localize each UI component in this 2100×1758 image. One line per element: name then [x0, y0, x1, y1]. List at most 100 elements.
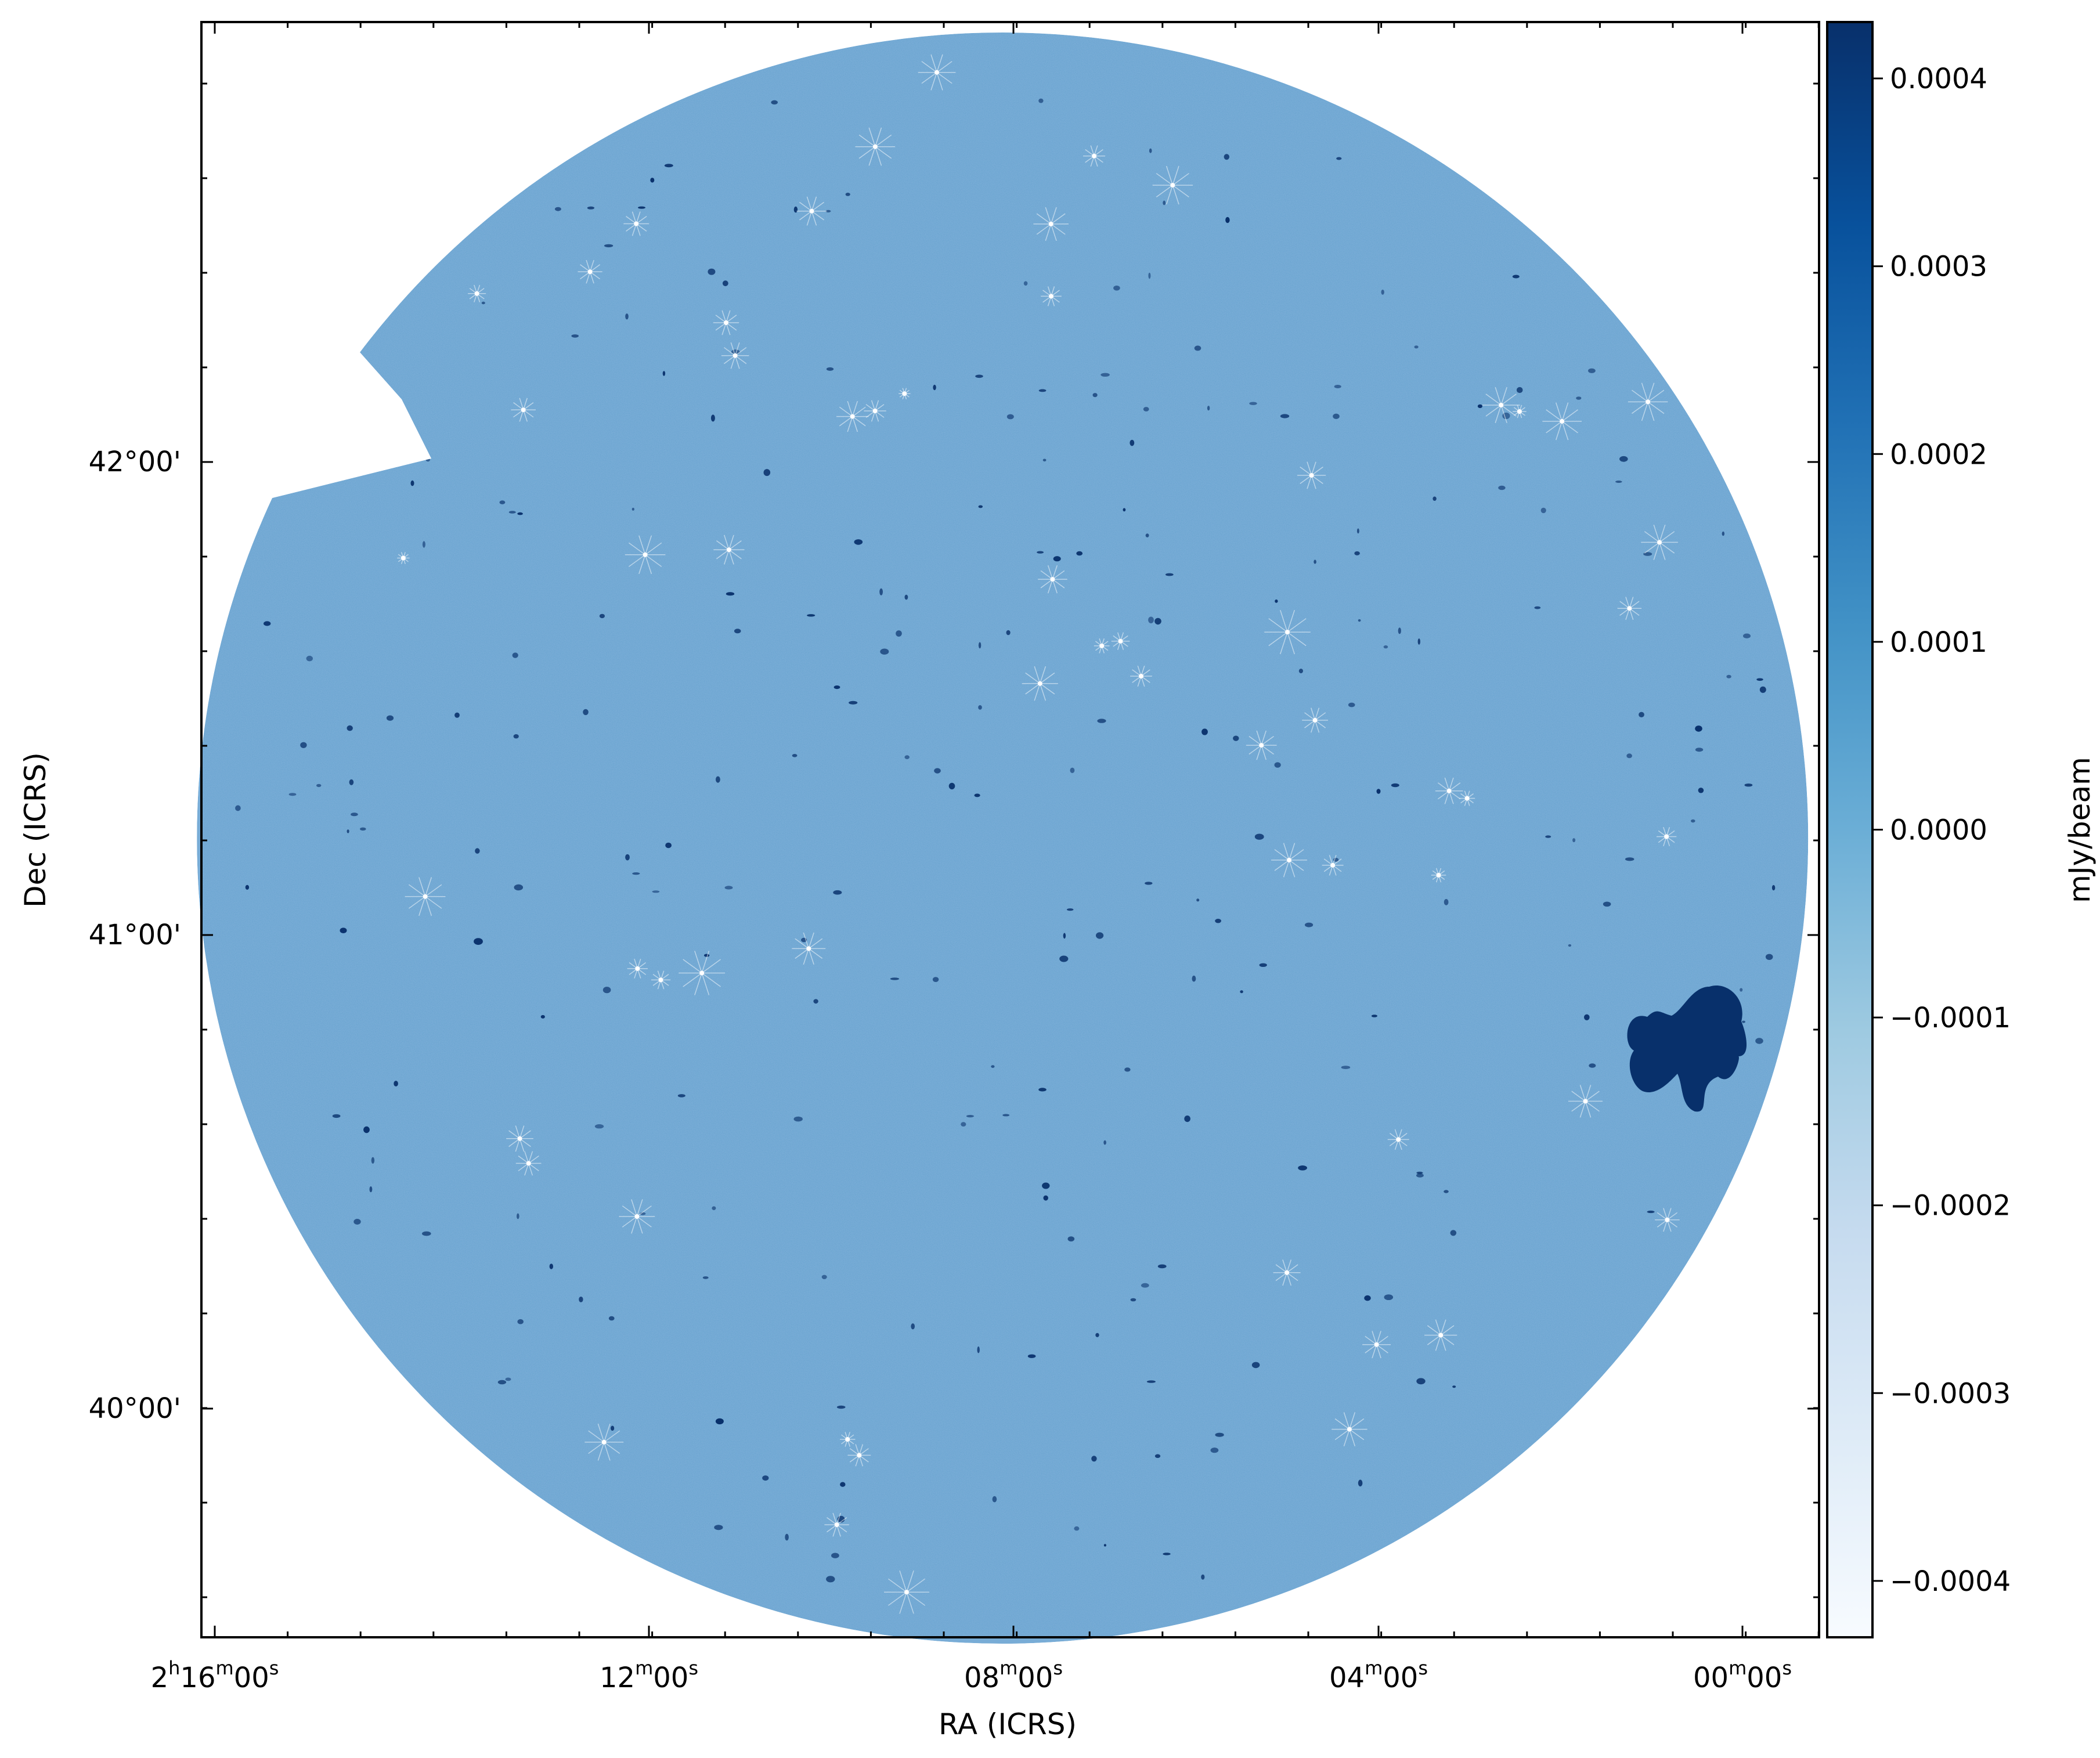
- y-axis-label: Dec (ICRS): [19, 752, 52, 908]
- faint-source: [1498, 485, 1506, 490]
- faint-source: [1744, 784, 1753, 787]
- faint-source: [1358, 619, 1361, 622]
- point-source: [1459, 790, 1475, 806]
- faint-source: [599, 613, 605, 619]
- faint-source: [1643, 552, 1652, 556]
- faint-source: [849, 701, 858, 705]
- faint-source: [1130, 439, 1135, 446]
- faint-source: [677, 1094, 685, 1098]
- point-source: [506, 1125, 533, 1152]
- faint-source: [934, 768, 941, 774]
- faint-source: [1726, 674, 1731, 678]
- faint-source: [394, 1081, 398, 1086]
- faint-source: [1619, 456, 1628, 462]
- faint-source: [933, 384, 936, 391]
- faint-source: [1233, 735, 1239, 741]
- faint-source: [1196, 898, 1200, 902]
- faint-source: [1192, 975, 1196, 982]
- point-source: [405, 877, 446, 916]
- faint-source: [833, 890, 842, 895]
- faint-source: [1194, 345, 1201, 351]
- faint-source: [1416, 1378, 1426, 1385]
- faint-source: [604, 244, 614, 248]
- faint-source: [1059, 955, 1069, 962]
- point-source: [651, 970, 671, 990]
- faint-source: [1698, 788, 1704, 793]
- faint-source: [1249, 402, 1257, 405]
- faint-source: [836, 1405, 846, 1409]
- faint-source: [475, 848, 480, 854]
- faint-source: [1002, 1114, 1010, 1117]
- faint-source: [1215, 919, 1222, 923]
- faint-source: [1417, 638, 1420, 645]
- faint-source: [911, 1323, 915, 1330]
- faint-source: [1130, 1298, 1136, 1302]
- faint-source: [826, 1576, 835, 1583]
- faint-source: [1063, 933, 1066, 939]
- point-source: [899, 388, 911, 400]
- faint-source: [1201, 1574, 1205, 1580]
- faint-source: [991, 1065, 995, 1068]
- faint-source: [371, 1157, 375, 1164]
- faint-source: [1123, 508, 1126, 512]
- faint-source: [1146, 1380, 1156, 1383]
- x-axis-label: RA (ICRS): [939, 1708, 1077, 1741]
- faint-source: [1572, 838, 1576, 843]
- faint-source: [1042, 459, 1047, 462]
- faint-source: [1358, 1479, 1363, 1487]
- faint-source: [978, 505, 983, 508]
- faint-source: [300, 742, 307, 749]
- faint-source: [1163, 1553, 1171, 1555]
- faint-source: [1165, 573, 1174, 576]
- y-tick-label: 40°00': [89, 1392, 181, 1425]
- faint-source: [978, 642, 982, 649]
- faint-source: [1124, 1067, 1131, 1072]
- sources-layer: [235, 54, 1776, 1614]
- faint-source: [664, 164, 673, 168]
- faint-source: [1274, 762, 1281, 768]
- faint-source: [517, 1213, 519, 1219]
- point-source: [1273, 1259, 1301, 1286]
- faint-source: [398, 434, 403, 436]
- point-source: [1482, 387, 1520, 424]
- faint-source: [1305, 922, 1314, 927]
- faint-source: [1333, 413, 1340, 419]
- faint-source: [712, 1206, 716, 1210]
- faint-source: [1254, 833, 1264, 840]
- faint-source: [1095, 1333, 1099, 1337]
- faint-source: [948, 782, 955, 790]
- faint-source: [1038, 98, 1044, 103]
- point-source: [713, 310, 739, 335]
- faint-source: [1381, 290, 1384, 295]
- faint-source: [966, 1115, 974, 1118]
- faint-source: [1416, 1173, 1424, 1178]
- faint-source: [341, 441, 349, 446]
- faint-source: [1603, 901, 1611, 907]
- point-source: [713, 535, 745, 565]
- faint-source: [1376, 789, 1381, 794]
- faint-source: [1334, 385, 1341, 388]
- faint-source: [625, 313, 629, 320]
- faint-source: [1259, 963, 1267, 968]
- faint-source: [1184, 1116, 1190, 1122]
- faint-source: [505, 1377, 511, 1381]
- faint-source: [978, 705, 982, 710]
- colorbar-tick-label: −0.0001: [1890, 1002, 2011, 1034]
- faint-source: [1742, 1020, 1745, 1023]
- point-source: [1271, 843, 1307, 878]
- faint-source: [1006, 414, 1014, 420]
- faint-source: [1143, 407, 1149, 411]
- faint-source: [410, 480, 414, 486]
- point-source: [627, 958, 648, 979]
- faint-source: [1207, 406, 1210, 411]
- faint-source: [715, 1418, 724, 1425]
- faint-source: [665, 842, 672, 849]
- faint-source: [454, 712, 460, 718]
- point-source: [625, 535, 666, 575]
- faint-source: [1006, 630, 1011, 636]
- faint-source: [1639, 712, 1644, 718]
- faint-source: [826, 367, 834, 371]
- point-source: [1041, 286, 1062, 306]
- faint-source: [890, 977, 900, 980]
- faint-source: [845, 193, 850, 196]
